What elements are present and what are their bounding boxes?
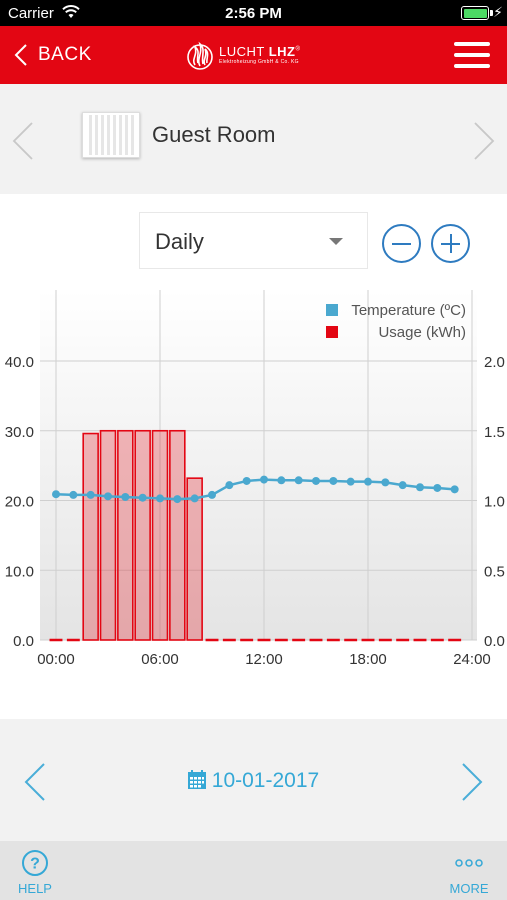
help-icon: ? bbox=[22, 850, 48, 876]
x-tick-label: 06:00 bbox=[141, 651, 179, 668]
battery-tip bbox=[490, 10, 493, 16]
radiator-icon bbox=[82, 112, 140, 158]
temperature-point bbox=[225, 481, 234, 490]
temperature-point bbox=[329, 476, 338, 485]
prev-date-button[interactable] bbox=[24, 763, 46, 806]
temperature-point bbox=[260, 475, 268, 484]
zoom-out-button[interactable] bbox=[382, 224, 421, 263]
chevron-left-icon bbox=[24, 763, 45, 801]
temperature-point bbox=[156, 494, 164, 503]
temperature-point bbox=[208, 490, 216, 499]
temperature-point bbox=[86, 490, 95, 499]
next-room-button[interactable] bbox=[473, 122, 495, 165]
temperature-point bbox=[294, 476, 303, 485]
period-dropdown[interactable]: Daily bbox=[139, 212, 368, 269]
date-picker[interactable]: 10-01-2017 bbox=[0, 769, 507, 793]
temperature-point bbox=[433, 483, 442, 492]
chevron-right-icon bbox=[474, 122, 495, 160]
usage-bar bbox=[151, 429, 169, 641]
legend-swatch bbox=[326, 304, 338, 316]
usage-bar bbox=[134, 429, 151, 641]
temperature-point bbox=[398, 481, 407, 490]
x-tick-label: 24:00 bbox=[453, 651, 491, 668]
zoom-in-button[interactable] bbox=[431, 224, 470, 263]
back-button[interactable]: BACK bbox=[14, 40, 92, 70]
temperature-point bbox=[104, 492, 112, 501]
charging-icon: ⚡ bbox=[493, 4, 503, 20]
y-right-tick-label: 1.5 bbox=[484, 424, 505, 441]
temperature-point bbox=[242, 476, 251, 485]
caret-down-icon bbox=[329, 238, 343, 245]
legend-swatch bbox=[326, 326, 338, 338]
temperature-point bbox=[173, 495, 182, 504]
tab-help-label: HELP bbox=[18, 881, 52, 896]
svg-text:?: ? bbox=[30, 856, 40, 873]
next-date-button[interactable] bbox=[461, 763, 483, 806]
usage-bar bbox=[117, 429, 134, 641]
temperature-point bbox=[416, 483, 424, 492]
usage-bar bbox=[82, 432, 99, 641]
date-navigator: 10-01-2017 bbox=[0, 719, 507, 841]
period-selected: Daily bbox=[155, 229, 204, 254]
temperature-point bbox=[312, 476, 320, 485]
status-bar: Carrier 2:56 PM ⚡ bbox=[0, 0, 507, 26]
temperature-point bbox=[277, 476, 286, 485]
room-selector: Guest Room bbox=[0, 84, 507, 194]
temperature-point bbox=[52, 490, 60, 499]
battery-icon bbox=[461, 6, 489, 20]
plot-area bbox=[40, 290, 477, 640]
flame-logo-icon bbox=[187, 41, 213, 70]
y-left-tick-label: 40.0 bbox=[5, 354, 34, 371]
usage-bar bbox=[99, 429, 117, 641]
room-name: Guest Room bbox=[152, 122, 276, 147]
bottom-tab-bar: ? HELP MORE bbox=[0, 841, 507, 900]
app-header: BACK LUCHT LHZ® Elektroheizung GmbH & Co… bbox=[0, 26, 507, 84]
prev-room-button[interactable] bbox=[12, 122, 34, 165]
usage-bar bbox=[186, 477, 203, 641]
temperature-point bbox=[346, 477, 355, 486]
usage-bar bbox=[169, 429, 186, 641]
temperature-point bbox=[381, 478, 390, 487]
y-left-tick-label: 20.0 bbox=[5, 494, 34, 511]
tab-help[interactable]: ? HELP bbox=[5, 848, 65, 896]
x-tick-label: 18:00 bbox=[349, 651, 387, 668]
y-left-tick-label: 10.0 bbox=[5, 563, 34, 580]
x-tick-label: 00:00 bbox=[37, 651, 75, 668]
hamburger-icon[interactable] bbox=[454, 42, 490, 68]
wifi-icon bbox=[62, 5, 80, 23]
logo-wordmark: LUCHT LHZ® bbox=[219, 44, 301, 59]
logo-subtitle: Elektroheizung GmbH & Co. KG bbox=[219, 59, 299, 65]
tab-more[interactable]: MORE bbox=[439, 848, 499, 896]
usage-temperature-chart: 0.0 0.0 10.0 0.5 20.0 1.0 30.0 1.5 40.0 2.0 00:00 0… bbox=[5, 290, 505, 668]
y-right-tick-label: 0.0 bbox=[484, 633, 505, 650]
tab-more-label: MORE bbox=[449, 881, 489, 896]
y-right-tick-label: 0.5 bbox=[484, 563, 505, 580]
y-left-tick-label: 0.0 bbox=[13, 633, 34, 650]
calendar-icon bbox=[187, 770, 206, 789]
legend-label: Usage (kWh) bbox=[378, 324, 466, 341]
temperature-point bbox=[121, 493, 130, 502]
y-left-tick-label: 30.0 bbox=[5, 424, 34, 441]
temperature-point bbox=[190, 494, 199, 503]
temperature-point bbox=[364, 477, 372, 486]
chevron-left-icon bbox=[14, 44, 27, 66]
carrier-label: Carrier bbox=[8, 5, 54, 22]
y-right-tick-label: 2.0 bbox=[484, 354, 505, 371]
temperature-point bbox=[69, 490, 78, 499]
y-right-tick-label: 1.0 bbox=[484, 494, 505, 511]
back-label: BACK bbox=[38, 44, 92, 65]
chevron-left-icon bbox=[12, 122, 33, 160]
more-dots-icon bbox=[455, 859, 483, 867]
x-tick-label: 12:00 bbox=[245, 651, 283, 668]
clock: 2:56 PM bbox=[225, 5, 282, 22]
temperature-point bbox=[138, 493, 147, 502]
chevron-right-icon bbox=[462, 763, 483, 801]
brand-logo: LUCHT LHZ® Elektroheizung GmbH & Co. KG bbox=[186, 36, 300, 74]
temperature-point bbox=[450, 485, 459, 494]
legend-label: Temperature (ºC) bbox=[351, 302, 466, 319]
date-label: 10-01-2017 bbox=[211, 769, 320, 792]
